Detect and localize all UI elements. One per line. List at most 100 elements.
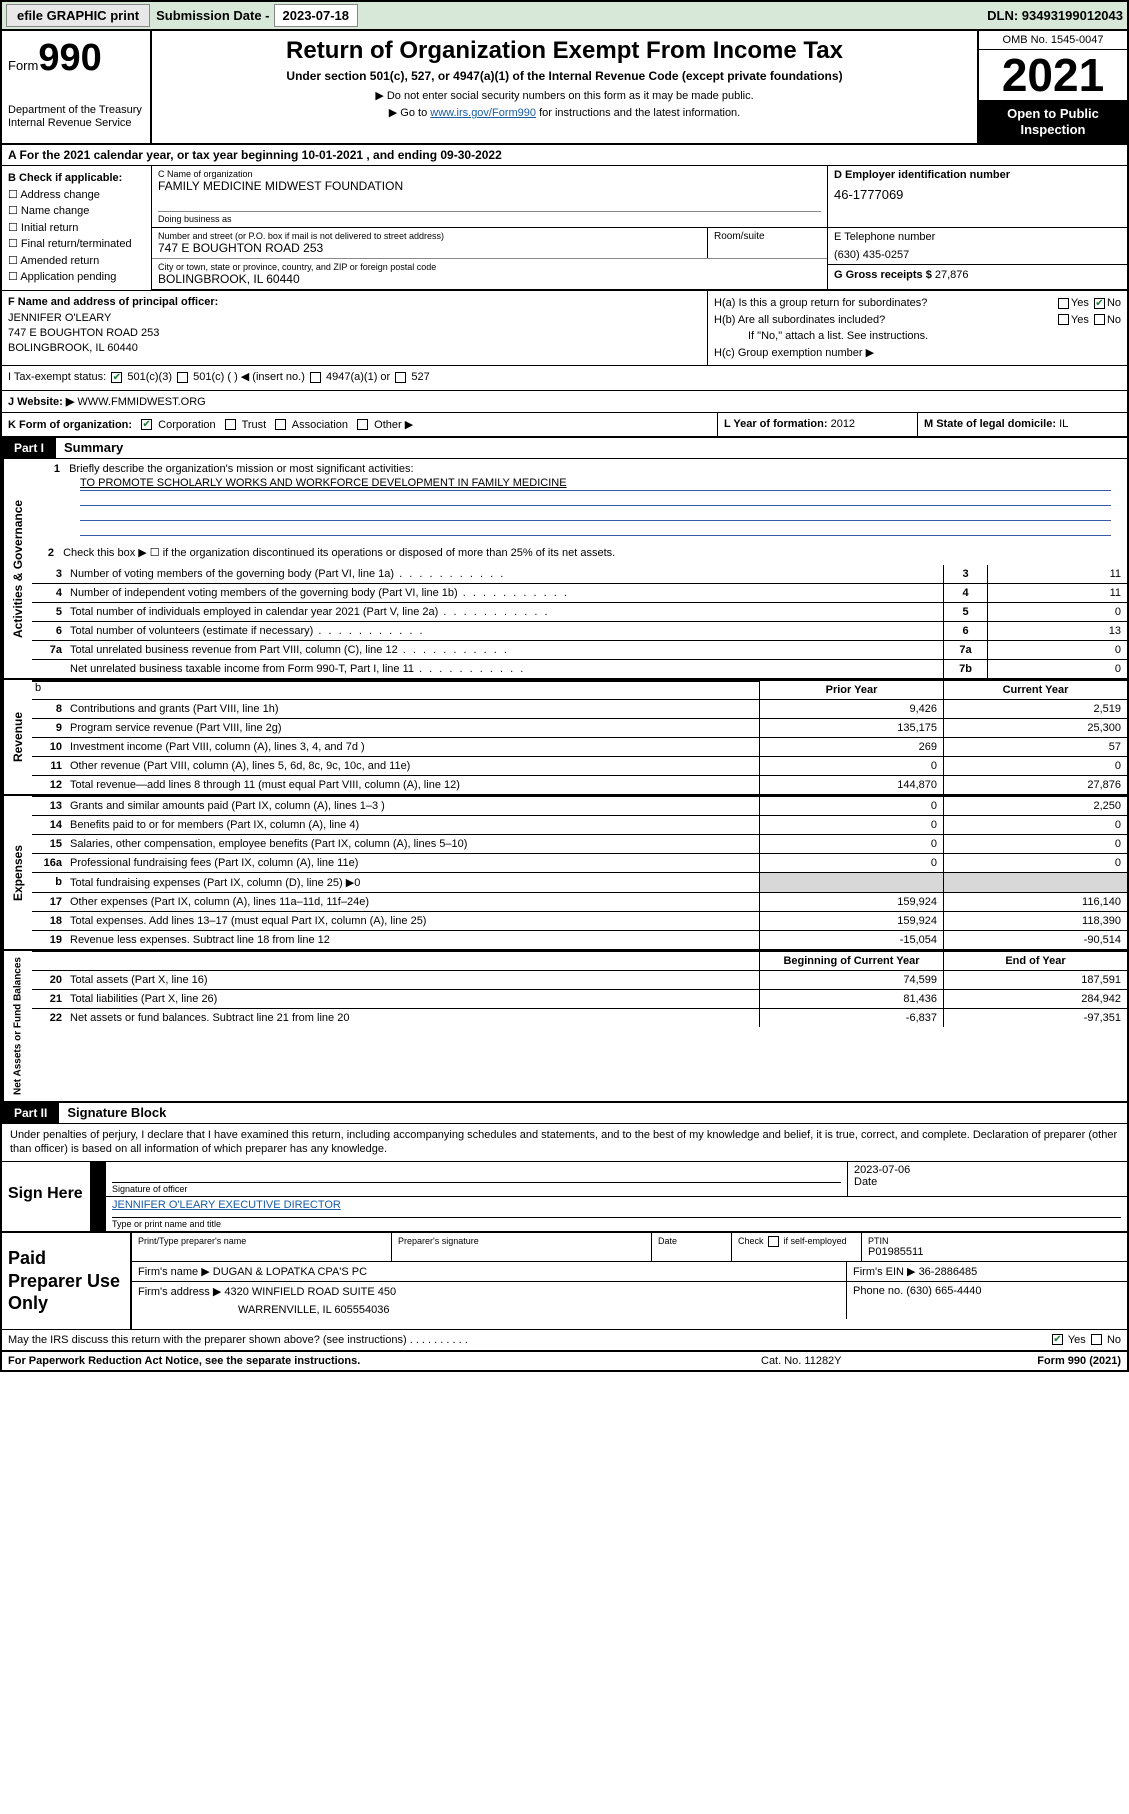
ck-527[interactable] <box>395 372 406 383</box>
g-label: G Gross receipts $ <box>834 269 932 281</box>
ck-other[interactable] <box>357 419 368 430</box>
hdr-end: End of Year <box>943 952 1127 970</box>
table-row: 8Contributions and grants (Part VIII, li… <box>32 699 1127 718</box>
discuss-label: May the IRS discuss this return with the… <box>8 1334 407 1346</box>
ptin-hdr: PTIN <box>868 1236 1121 1246</box>
f-label: F Name and address of principal officer: <box>8 296 218 308</box>
table-row: 5Total number of individuals employed in… <box>32 602 1127 621</box>
part-ii-intro: Under penalties of perjury, I declare th… <box>2 1124 1127 1163</box>
ck-amended-return[interactable]: Amended return <box>8 253 145 270</box>
phone-value: (630) 665-4440 <box>906 1285 981 1297</box>
table-row: 7aTotal unrelated business revenue from … <box>32 640 1127 659</box>
header-left: Form990 Department of the Treasury Inter… <box>2 31 152 143</box>
ck-name-change[interactable]: Name change <box>8 203 145 220</box>
c-org-name: FAMILY MEDICINE MIDWEST FOUNDATION <box>158 179 821 193</box>
na-col-headers: Beginning of Current Year End of Year <box>32 951 1127 970</box>
firm-name-value: DUGAN & LOPATKA CPA'S PC <box>213 1266 367 1278</box>
ck-final-return[interactable]: Final return/terminated <box>8 236 145 253</box>
d-ein-cell: D Employer identification number 46-1777… <box>827 166 1127 227</box>
tax-year: 2021 <box>979 50 1127 100</box>
ck-4947[interactable] <box>310 372 321 383</box>
page-footer: For Paperwork Reduction Act Notice, see … <box>2 1352 1127 1370</box>
ns-label: Number and street (or P.O. box if mail i… <box>158 231 701 241</box>
discuss-with-preparer: May the IRS discuss this return with the… <box>2 1330 1127 1352</box>
hb-no[interactable] <box>1094 314 1105 325</box>
sign-here-block: Sign Here Signature of officer 2023-07-0… <box>2 1162 1127 1233</box>
col-c-to-g: C Name of organization FAMILY MEDICINE M… <box>152 166 1127 290</box>
ck-initial-return[interactable]: Initial return <box>8 220 145 237</box>
rev-col-headers: b Prior Year Current Year <box>32 680 1127 699</box>
ha-no[interactable] <box>1094 298 1105 309</box>
dln-value: DLN: 93493199012043 <box>987 8 1123 23</box>
firm-addr-label: Firm's address ▶ <box>138 1286 221 1298</box>
part-i-revenue: Revenue b Prior Year Current Year 8Contr… <box>2 680 1127 796</box>
line-a-tax-year: A For the 2021 calendar year, or tax yea… <box>2 145 1127 166</box>
address-block: Number and street (or P.O. box if mail i… <box>152 228 827 289</box>
part-ii-title: Signature Block <box>59 1105 166 1120</box>
line-2-checkbox: 2 Check this box ▶ ☐ if the organization… <box>32 540 1127 565</box>
hdr-current-year: Current Year <box>943 681 1127 699</box>
j-label: J Website: ▶ <box>8 396 74 408</box>
part-i-badge: Part I <box>2 438 56 458</box>
ck-corporation[interactable] <box>141 419 152 430</box>
ck-self-employed[interactable] <box>768 1236 779 1247</box>
foot-catno: Cat. No. 11282Y <box>761 1355 961 1367</box>
efile-print-button[interactable]: efile GRAPHIC print <box>6 4 150 27</box>
table-row: 15Salaries, other compensation, employee… <box>32 834 1127 853</box>
prep-date-hdr: Date <box>658 1236 725 1246</box>
d-ein-value: 46-1777069 <box>834 181 1121 202</box>
table-row: Net unrelated business taxable income fr… <box>32 659 1127 678</box>
ha-yes[interactable] <box>1058 298 1069 309</box>
part-i-governance: Activities & Governance 1 Briefly descri… <box>2 459 1127 680</box>
sig-arrow-icon <box>92 1162 106 1196</box>
part-i-expenses: Expenses 13Grants and similar amounts pa… <box>2 796 1127 951</box>
table-row: 19Revenue less expenses. Subtract line 1… <box>32 930 1127 949</box>
ck-501c[interactable] <box>177 372 188 383</box>
f-addr1: 747 E BOUGHTON ROAD 253 <box>8 327 159 339</box>
table-row: 10Investment income (Part VIII, column (… <box>32 737 1127 756</box>
header-middle: Return of Organization Exempt From Incom… <box>152 31 977 143</box>
l-value: 2012 <box>831 418 855 430</box>
ck-trust[interactable] <box>225 419 236 430</box>
mission-text: TO PROMOTE SCHOLARLY WORKS AND WORKFORCE… <box>80 477 1111 491</box>
part-ii-header: Part II Signature Block <box>2 1103 1127 1124</box>
ck-application-pending[interactable]: Application pending <box>8 269 145 286</box>
section-b-to-g: B Check if applicable: Address change Na… <box>2 166 1127 291</box>
table-row: 13Grants and similar amounts paid (Part … <box>32 796 1127 815</box>
line-1-mission: 1 Briefly describe the organization's mi… <box>32 459 1127 540</box>
f-addr2: BOLINGBROOK, IL 60440 <box>8 342 138 354</box>
section-i-tax-status: I Tax-exempt status: 501(c)(3) 501(c) ( … <box>2 366 1127 390</box>
l-label: L Year of formation: <box>724 418 828 430</box>
print-label: print <box>110 8 139 23</box>
hb-yes[interactable] <box>1058 314 1069 325</box>
discuss-yes[interactable] <box>1052 1334 1063 1345</box>
part-i-net-assets: Net Assets or Fund Balances Beginning of… <box>2 951 1127 1103</box>
sig-date-value: 2023-07-06 <box>854 1164 1121 1176</box>
officer-name-label: Type or print name and title <box>112 1217 1121 1229</box>
e-g-block: E Telephone number (630) 435-0257 G Gros… <box>827 228 1127 289</box>
ck-address-change[interactable]: Address change <box>8 187 145 204</box>
ha-label: H(a) Is this a group return for subordin… <box>714 297 927 309</box>
officer-name-link[interactable]: JENNIFER O'LEARY EXECUTIVE DIRECTOR <box>112 1199 341 1211</box>
col-b-checkboxes: B Check if applicable: Address change Na… <box>2 166 152 290</box>
ck-501c3[interactable] <box>111 372 122 383</box>
part-ii-badge: Part II <box>2 1103 59 1123</box>
phone-label: Phone no. <box>853 1285 903 1297</box>
instructions-link[interactable]: www.irs.gov/Form990 <box>430 107 536 119</box>
discuss-no[interactable] <box>1091 1334 1102 1345</box>
city-value: BOLINGBROOK, IL 60440 <box>158 272 821 286</box>
firm-addr-value: 4320 WINFIELD ROAD SUITE 450 <box>224 1286 396 1298</box>
ck-association[interactable] <box>275 419 286 430</box>
sig-officer-label: Signature of officer <box>112 1182 841 1194</box>
open-to-public: Open to Public Inspection <box>979 100 1127 143</box>
ns-value: 747 E BOUGHTON ROAD 253 <box>158 241 701 255</box>
dept-treasury: Department of the Treasury Internal Reve… <box>8 104 144 129</box>
hc-label: H(c) Group exemption number ▶ <box>714 345 1121 362</box>
paid-preparer-label: Paid Preparer Use Only <box>2 1233 132 1329</box>
table-row: 9Program service revenue (Part VIII, lin… <box>32 718 1127 737</box>
table-row: 18Total expenses. Add lines 13–17 (must … <box>32 911 1127 930</box>
table-row: 4Number of independent voting members of… <box>32 583 1127 602</box>
c-org-name-cell: C Name of organization FAMILY MEDICINE M… <box>152 166 827 227</box>
part-i-title: Summary <box>56 440 123 455</box>
omb-number: OMB No. 1545-0047 <box>979 31 1127 50</box>
